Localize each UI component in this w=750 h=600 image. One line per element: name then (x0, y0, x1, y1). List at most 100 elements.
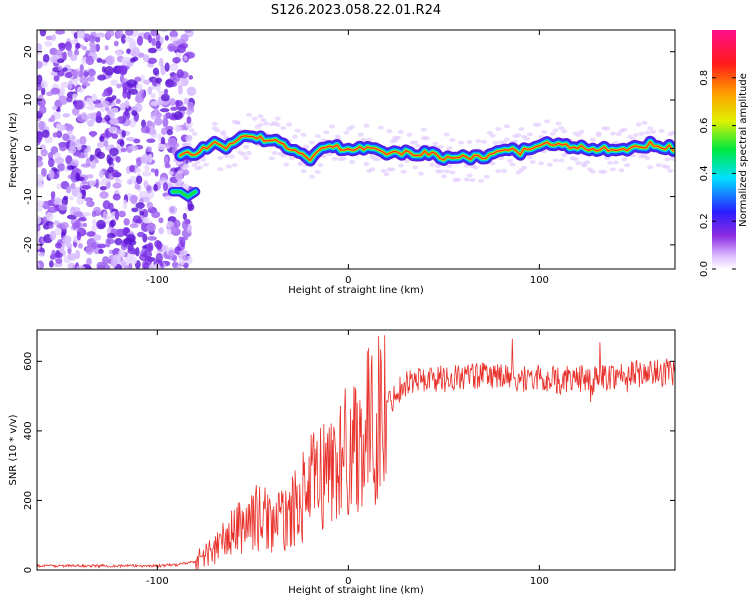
noise-blob (51, 34, 56, 42)
ridge-haze (621, 127, 628, 132)
noise-blob (71, 107, 80, 116)
snr-y-tick-label: 600 (23, 352, 34, 371)
colorbar: 0.0 0.2 0.4 0.6 0.8 Normalized spectral ampl… (699, 30, 749, 277)
noise-blob (86, 199, 91, 207)
ridge-haze (228, 154, 235, 159)
noise-blob (82, 222, 87, 228)
ridge-haze (489, 161, 496, 166)
ridge-haze (492, 140, 499, 145)
noise-blob (81, 111, 87, 121)
noise-blob (167, 81, 178, 88)
ridge-haze (260, 118, 267, 123)
noise-blob (135, 175, 143, 185)
noise-blob (178, 85, 183, 95)
snr-plot-area (37, 335, 675, 570)
noise-blob (122, 199, 128, 210)
noise-blob (155, 253, 163, 263)
noise-blob (76, 192, 83, 199)
noise-blob (37, 262, 41, 269)
noise-blob (157, 133, 162, 142)
ridge-haze (349, 125, 356, 130)
ridge-haze (297, 161, 304, 166)
noise-blob (160, 93, 170, 102)
ridge-haze (280, 153, 287, 158)
ridge-haze (498, 155, 505, 160)
noise-blob (66, 165, 75, 171)
ridge-haze (403, 158, 410, 163)
noise-blob (162, 117, 169, 128)
noise-blob (89, 41, 96, 48)
ridge-haze (489, 133, 496, 138)
noise-blob (175, 99, 183, 107)
noise-blob (118, 249, 126, 258)
noise-blob (76, 231, 82, 241)
noise-blob (164, 195, 172, 200)
ridge-haze (217, 155, 224, 160)
noise-blob (81, 179, 88, 185)
noise-blob (142, 250, 153, 259)
ridge-haze (561, 129, 568, 134)
noise-blob (40, 80, 48, 89)
noise-blob (172, 56, 181, 64)
noise-blob (137, 52, 145, 58)
noise-blob (37, 200, 45, 207)
noise-blob (165, 125, 174, 131)
ridge-haze (257, 122, 264, 127)
noise-blob (47, 206, 58, 214)
ridge-haze (280, 126, 287, 131)
noise-blob (187, 101, 195, 111)
noise-blob (87, 75, 95, 82)
ridge-haze (506, 158, 513, 163)
ridge-haze (549, 131, 556, 136)
noise-blob (163, 88, 169, 95)
noise-blob (116, 83, 122, 89)
noise-blob (62, 113, 71, 118)
ridge-haze (185, 138, 192, 143)
noise-blob (59, 143, 67, 152)
ridge-haze (294, 128, 301, 133)
noise-blob (101, 92, 107, 97)
ridge-haze (609, 131, 616, 136)
noise-blob (129, 50, 137, 57)
noise-blob (112, 182, 122, 189)
noise-blob (39, 30, 47, 37)
ridge-haze (521, 165, 528, 170)
ridge-haze (177, 169, 184, 174)
noise-blob (151, 210, 161, 219)
noise-blob (99, 191, 109, 199)
ridge-haze (225, 164, 232, 169)
noise-blob (183, 97, 190, 105)
ridge-haze (632, 133, 639, 138)
noise-blob (80, 227, 86, 236)
noise-blob (129, 223, 139, 229)
noise-blob (73, 32, 79, 39)
noise-blob (81, 184, 92, 190)
ridge-haze (203, 162, 210, 167)
noise-blob (147, 57, 157, 64)
noise-blob (74, 49, 80, 56)
noise-blob (95, 32, 106, 38)
noise-blob (169, 98, 176, 106)
spectrogram-y-tick-label: -20 (23, 237, 34, 253)
ridge-haze (243, 155, 250, 160)
noise-blob (101, 66, 106, 73)
noise-blob (96, 219, 106, 230)
noise-blob (150, 101, 159, 107)
noise-blob (83, 69, 88, 78)
noise-blob (104, 45, 109, 51)
noise-blob (95, 178, 100, 189)
noise-blob (130, 194, 138, 205)
noise-blob (129, 175, 138, 182)
ridge-haze (644, 130, 651, 135)
noise-blob (110, 219, 116, 227)
noise-blob (37, 225, 41, 232)
noise-blob (171, 261, 179, 269)
noise-blob (86, 257, 92, 266)
noise-blob (37, 97, 46, 107)
ridge-haze (566, 166, 573, 171)
ridge-haze (664, 165, 671, 170)
noise-blob (70, 70, 81, 77)
ridge-haze (480, 139, 487, 144)
noise-blob (176, 69, 184, 79)
ridge-haze (397, 129, 404, 134)
